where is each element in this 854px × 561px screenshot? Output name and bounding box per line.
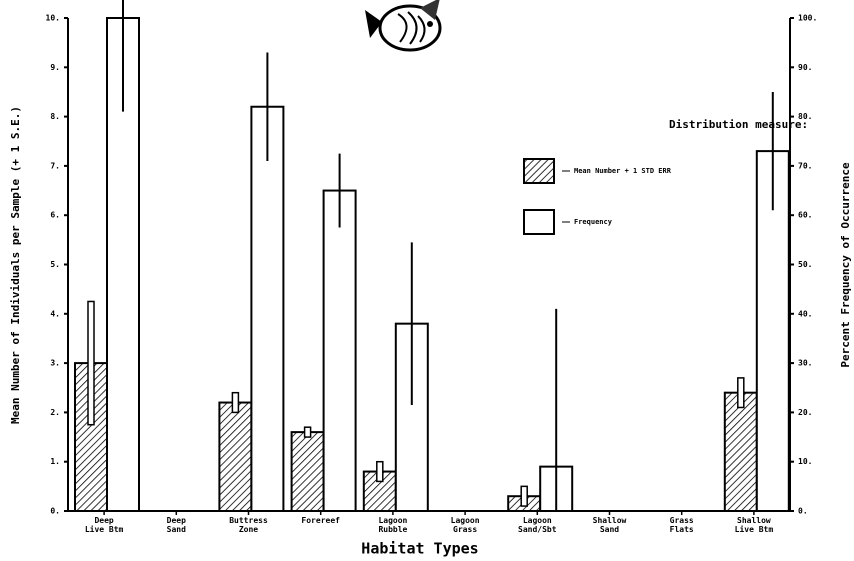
error-bar [737, 377, 745, 409]
y2-tick-label: 10. [798, 457, 812, 466]
y-tick-label: 10. [46, 14, 60, 23]
x-tick-label: Lagoon Rubble [378, 516, 408, 534]
x-tick-label: Grass Flats [669, 516, 694, 534]
error-bar [87, 300, 95, 426]
x-tick-label: Forereef [301, 516, 340, 525]
legend-swatch [523, 209, 555, 235]
y-tick-label: 8. [50, 112, 60, 121]
x-tick-label: Buttress Zone [229, 516, 268, 534]
y-tick-label: 3. [50, 359, 60, 368]
y-tick-label: 2. [50, 408, 60, 417]
y2-tick-label: 60. [798, 211, 812, 220]
y2-tick-label: 40. [798, 309, 812, 318]
x-tick-label: Deep Live Btm [84, 516, 124, 534]
y2-tick-label: 0. [798, 507, 808, 516]
bar [755, 150, 790, 513]
y2-tick-label: 30. [798, 359, 812, 368]
y-axis-title: Mean Number of Individuals per Sample (+… [9, 106, 22, 424]
x-tick-label: Shallow Live Btm [734, 516, 774, 534]
bar [290, 431, 325, 512]
y2-tick-label: 90. [798, 63, 812, 72]
error-bar [520, 485, 528, 507]
x-tick-label: Deep Sand [166, 516, 186, 534]
bar [250, 105, 285, 513]
fish-illustration [365, 0, 442, 52]
y-tick-label: 6. [50, 211, 60, 220]
y-tick-label: 5. [50, 260, 60, 269]
legend-title: Distribution measure: [669, 118, 808, 131]
bar [218, 401, 253, 513]
legend-label: Mean Number + 1 STD ERR [574, 167, 672, 175]
legend-label: Frequency [574, 218, 613, 226]
error-bar [303, 426, 312, 438]
y2-tick-label: 100. [798, 14, 817, 23]
y2-axis-title: Percent Frequency of Occurrence [839, 162, 852, 368]
bar [723, 391, 758, 512]
x-axis-title: Habitat Types [361, 540, 478, 558]
y-tick-label: 4. [50, 309, 60, 318]
y-tick-label: 7. [50, 161, 60, 170]
y2-tick-label: 20. [798, 408, 812, 417]
error-bar [376, 460, 384, 483]
y-tick-label: 0. [50, 507, 60, 516]
y2-tick-label: 80. [798, 112, 812, 121]
y2-tick-label: 50. [798, 260, 812, 269]
y2-tick-label: 70. [798, 161, 812, 170]
y-tick-label: 1. [50, 457, 60, 466]
x-tick-label: Shallow Sand [592, 516, 627, 534]
x-tick-label: Lagoon Sand/Sbt [518, 516, 557, 534]
bar [322, 189, 357, 513]
error-bar [231, 391, 240, 414]
y-tick-label: 9. [50, 63, 60, 72]
legend-swatch [523, 158, 555, 184]
x-tick-label: Lagoon Grass [450, 516, 480, 534]
